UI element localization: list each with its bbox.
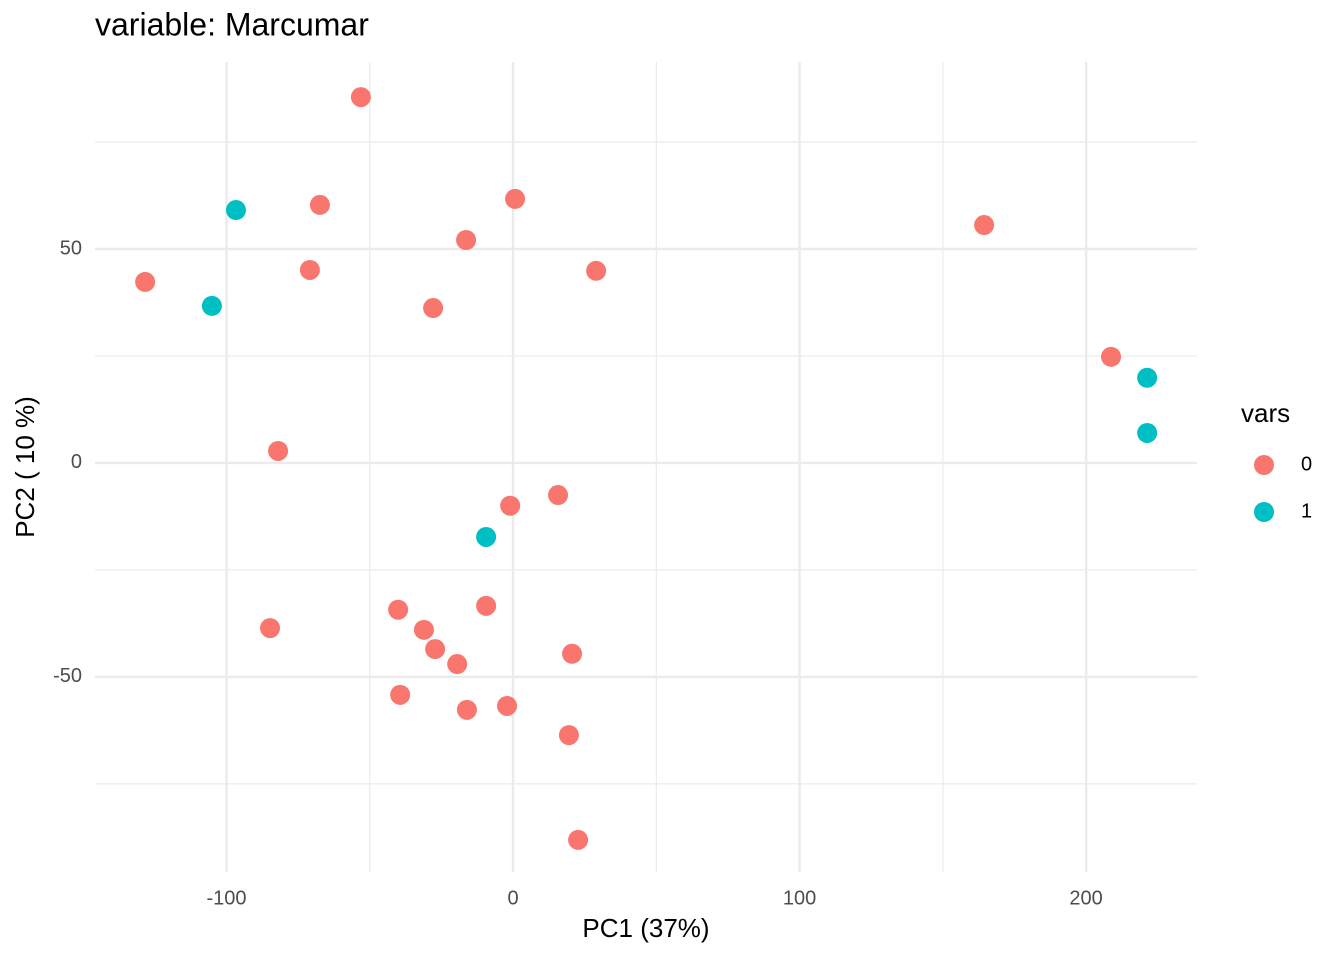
point — [388, 599, 409, 620]
point — [456, 699, 477, 720]
x-tick-label: 100 — [783, 887, 816, 909]
point — [497, 695, 518, 716]
point — [1137, 422, 1158, 443]
point — [562, 643, 583, 664]
legend-key — [1254, 455, 1274, 475]
point — [974, 215, 995, 236]
x-tick-label: 0 — [507, 887, 518, 909]
y-axis-title: PC2 ( 10 %) — [10, 396, 40, 538]
y-tick-label: -50 — [53, 665, 82, 687]
chart-title: variable: Marcumar — [95, 6, 369, 42]
point — [135, 271, 156, 292]
point — [447, 654, 468, 675]
point — [201, 295, 222, 316]
x-tick-label: -100 — [207, 887, 247, 909]
point — [309, 194, 330, 215]
point — [548, 485, 569, 506]
y-tick-label: 50 — [60, 237, 82, 259]
point — [476, 526, 497, 547]
point — [500, 495, 521, 516]
point — [350, 87, 371, 108]
legend-key — [1254, 502, 1274, 522]
x-tick-label: 200 — [1069, 887, 1102, 909]
point — [425, 639, 446, 660]
point — [413, 619, 434, 640]
point — [568, 829, 589, 850]
point — [260, 618, 281, 639]
point — [1137, 367, 1158, 388]
y-tick-label: 0 — [71, 451, 82, 473]
point — [423, 298, 444, 319]
point — [558, 725, 579, 746]
point — [456, 230, 477, 251]
point — [225, 200, 246, 221]
point — [586, 260, 607, 281]
point — [1101, 346, 1122, 367]
point — [476, 595, 497, 616]
point — [268, 440, 289, 461]
legend-title: vars — [1241, 398, 1290, 428]
x-axis-title: PC1 (37%) — [582, 913, 709, 943]
legend-label: 0 — [1301, 453, 1312, 475]
point — [299, 259, 320, 280]
point — [505, 188, 526, 209]
point — [390, 684, 411, 705]
legend-label: 1 — [1301, 500, 1312, 522]
